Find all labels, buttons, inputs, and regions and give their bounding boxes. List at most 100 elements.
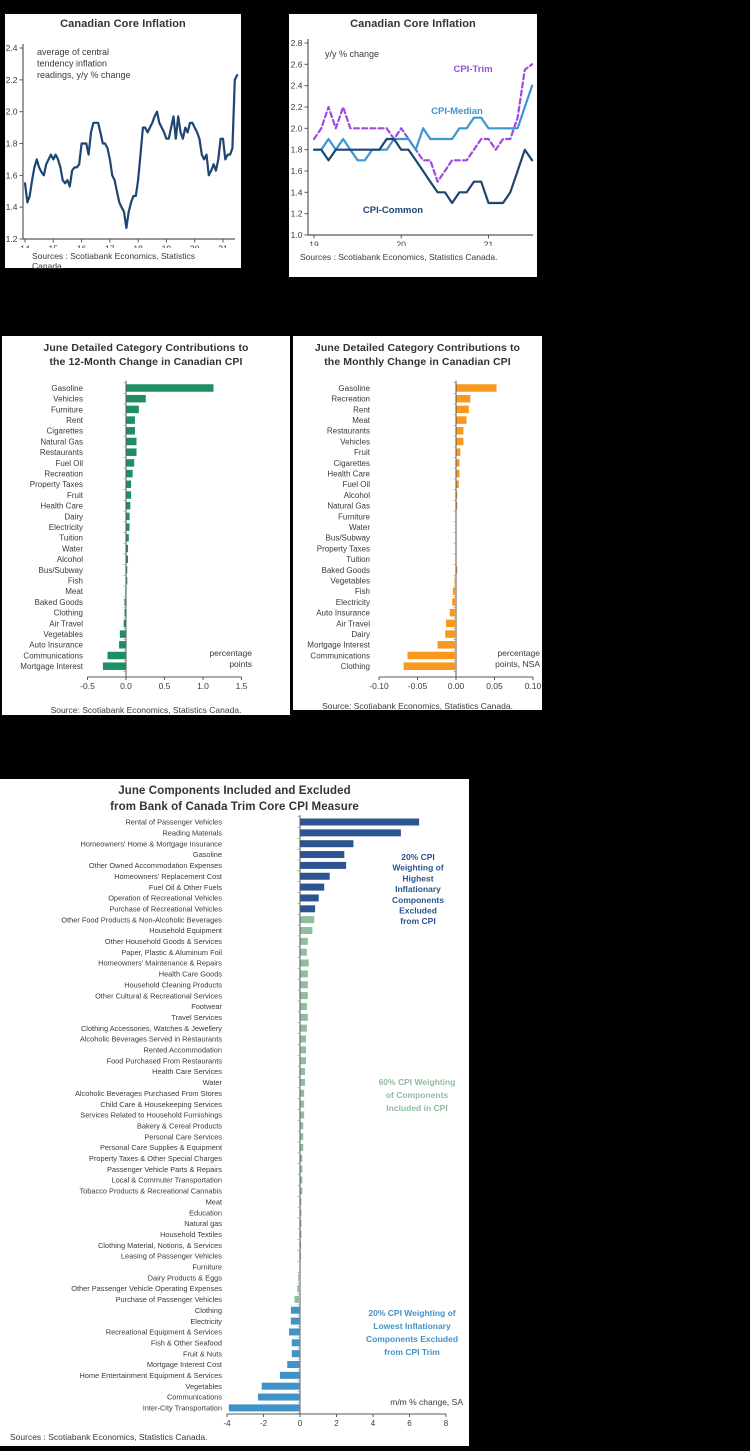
svg-text:Alcoholic Beverages Served in: Alcoholic Beverages Served in Restaurant… <box>80 1035 222 1044</box>
svg-text:1.5: 1.5 <box>236 681 248 691</box>
svg-text:2.6: 2.6 <box>291 59 303 69</box>
svg-text:Recreational Equipment & Servi: Recreational Equipment & Services <box>106 1328 223 1337</box>
svg-text:Vehicles: Vehicles <box>53 395 83 404</box>
svg-text:Operation of Recreational Vehi: Operation of Recreational Vehicles <box>108 894 222 903</box>
chart-source: Source: Scotiabank Economics, Statistics… <box>50 705 242 715</box>
svg-text:Clothing Accessories, Watches: Clothing Accessories, Watches & Jeweller… <box>81 1024 222 1033</box>
svg-text:2.0: 2.0 <box>291 123 303 133</box>
svg-text:Footwear: Footwear <box>191 1002 222 1011</box>
svg-text:Local & Commuter Transportatio: Local & Commuter Transportation <box>112 1176 223 1185</box>
svg-text:Water: Water <box>203 1078 223 1087</box>
svg-text:1.0: 1.0 <box>197 681 209 691</box>
svg-text:19: 19 <box>162 244 172 249</box>
chart-source: Source: Scotiabank Economics, Statistics… <box>322 701 513 711</box>
svg-text:Meat: Meat <box>65 587 84 596</box>
svg-text:Bakery & Cereal Products: Bakery & Cereal Products <box>137 1121 222 1130</box>
svg-text:Child Care & Housekeeping Serv: Child Care & Housekeeping Services <box>100 1100 222 1109</box>
svg-text:Alcohol: Alcohol <box>57 555 83 564</box>
svg-text:Fuel Oil: Fuel Oil <box>342 480 370 489</box>
svg-text:2.8: 2.8 <box>291 38 303 48</box>
svg-text:Mortgage Interest: Mortgage Interest <box>20 662 83 671</box>
svg-text:of Components: of Components <box>386 1090 449 1100</box>
svg-text:Property Taxes: Property Taxes <box>30 480 83 489</box>
svg-text:Fruit: Fruit <box>354 448 371 457</box>
chart-card-monthly-contributions: June Detailed Category Contributions to … <box>293 336 542 711</box>
svg-text:Electricity: Electricity <box>336 598 370 607</box>
svg-text:Air Travel: Air Travel <box>49 619 83 628</box>
svg-text:Rental of Passenger Vehicles: Rental of Passenger Vehicles <box>125 818 222 827</box>
svg-text:16: 16 <box>77 244 87 249</box>
core-inflation-history-line-chart: 1.2 1.4 1.6 1.8 2.0 2.2 2.4 14 15 16 17 18 19 20 21 ave… <box>6 43 239 249</box>
svg-text:2.0: 2.0 <box>6 107 18 117</box>
svg-text:Tobacco Products & Recreationa: Tobacco Products & Recreational Cannabis <box>79 1187 222 1196</box>
svg-text:Restaurants: Restaurants <box>40 448 83 457</box>
svg-text:Excluded: Excluded <box>399 906 437 916</box>
svg-text:-2: -2 <box>260 1419 268 1427</box>
svg-text:from CPI: from CPI <box>400 916 435 926</box>
svg-text:4: 4 <box>371 1419 376 1427</box>
svg-text:Property Taxes: Property Taxes <box>317 544 370 553</box>
chart-title: Canadian Core Inflation <box>60 18 186 30</box>
svg-text:Reading Materials: Reading Materials <box>162 829 222 838</box>
chart-title: June Components Included and Excluded fr… <box>110 785 359 813</box>
svg-text:Fuel Oil & Other Fuels: Fuel Oil & Other Fuels <box>149 883 222 892</box>
svg-text:17: 17 <box>105 244 115 249</box>
svg-text:1.6: 1.6 <box>6 170 18 180</box>
svg-text:2.2: 2.2 <box>6 75 18 85</box>
svg-text:18: 18 <box>133 244 143 249</box>
svg-text:Clothing: Clothing <box>54 609 83 618</box>
chart-title: June Detailed Category Contributions to … <box>314 342 521 368</box>
svg-text:Food Purchased From Restaurant: Food Purchased From Restaurants <box>107 1056 223 1065</box>
svg-text:1.8: 1.8 <box>291 145 303 155</box>
svg-text:Tuition: Tuition <box>59 534 83 543</box>
svg-text:points: points <box>229 659 252 669</box>
svg-text:Furniture: Furniture <box>51 405 84 414</box>
svg-text:Restaurants: Restaurants <box>327 427 370 436</box>
svg-text:Leasing of Passenger Vehicles: Leasing of Passenger Vehicles <box>121 1252 222 1261</box>
svg-text:1.0: 1.0 <box>291 230 303 240</box>
svg-text:2.4: 2.4 <box>6 43 18 53</box>
svg-text:20% CPI: 20% CPI <box>401 852 435 862</box>
svg-text:CPI-Median: CPI-Median <box>431 106 483 117</box>
svg-text:0.0: 0.0 <box>120 681 132 691</box>
chart-source: Sources : Scotiabank Economics, Statisti… <box>300 252 498 262</box>
svg-text:Rented Accommodation: Rented Accommodation <box>144 1046 222 1055</box>
svg-text:Electricity: Electricity <box>190 1317 222 1326</box>
svg-text:Vegetables: Vegetables <box>43 630 83 639</box>
svg-text:Cigarettes: Cigarettes <box>47 427 83 436</box>
svg-text:Other Passenger Vehicle Operat: Other Passenger Vehicle Operating Expens… <box>71 1284 222 1293</box>
svg-text:-0.10: -0.10 <box>369 681 389 691</box>
svg-text:Auto Insurance: Auto Insurance <box>316 609 370 618</box>
svg-text:1.6: 1.6 <box>291 166 303 176</box>
svg-text:21: 21 <box>218 244 228 249</box>
svg-text:1.4: 1.4 <box>6 202 18 212</box>
svg-text:Included in CPI: Included in CPI <box>386 1103 447 1113</box>
chart-source: Sources : Scotiabank Economics, Statisti… <box>32 251 195 272</box>
svg-text:Recreation: Recreation <box>331 395 370 404</box>
svg-text:Lowest Inflationary: Lowest Inflationary <box>373 1321 451 1331</box>
svg-text:Rent: Rent <box>353 405 371 414</box>
svg-text:Homeowners' Replacement Cost: Homeowners' Replacement Cost <box>114 872 222 881</box>
svg-text:6: 6 <box>407 1419 412 1427</box>
svg-text:Other Cultural & Recreational: Other Cultural & Recreational Services <box>95 991 222 1000</box>
chart-card-12-month-contributions: June Detailed Category Contributions to … <box>2 336 290 715</box>
svg-text:19: 19 <box>309 240 319 247</box>
svg-text:Inter-City Transportation: Inter-City Transportation <box>143 1404 222 1413</box>
svg-text:Passenger Vehicle Parts & Repa: Passenger Vehicle Parts & Repairs <box>107 1165 222 1174</box>
svg-text:Baked Goods: Baked Goods <box>35 598 83 607</box>
svg-text:Highest: Highest <box>402 873 433 883</box>
svg-text:Purchase of Passenger Vehicles: Purchase of Passenger Vehicles <box>116 1295 223 1304</box>
svg-text:Natural Gas: Natural Gas <box>327 502 370 511</box>
svg-text:Weighting of: Weighting of <box>392 863 443 873</box>
svg-text:1.8: 1.8 <box>6 139 18 149</box>
chart-title: June Detailed Category Contributions to … <box>43 342 249 368</box>
svg-text:Furniture: Furniture <box>338 512 371 521</box>
svg-text:Clothing: Clothing <box>195 1306 222 1315</box>
svg-text:Components: Components <box>392 895 444 905</box>
svg-text:Fish: Fish <box>68 576 83 585</box>
svg-text:Gasoline: Gasoline <box>51 384 83 393</box>
svg-text:Vegetables: Vegetables <box>185 1382 222 1391</box>
svg-text:Water: Water <box>62 544 83 553</box>
svg-text:Vegetables: Vegetables <box>330 576 370 585</box>
svg-text:Mortgage Interest: Mortgage Interest <box>307 641 370 650</box>
